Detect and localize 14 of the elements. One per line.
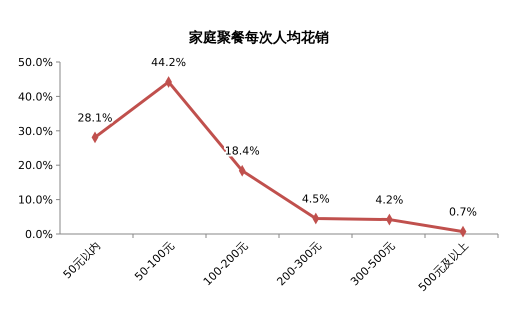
y-tick-label: 10.0% (18, 194, 53, 207)
y-tick-label: 40.0% (18, 90, 53, 104)
chart-title: 家庭聚餐每次人均花销 (188, 29, 329, 46)
y-tick-label: 30.0% (18, 124, 53, 138)
data-label: 44.2% (151, 56, 186, 69)
data-label: 28.1% (78, 111, 112, 124)
data-label: 4.5% (302, 192, 330, 206)
y-tick-label: 50.0% (18, 56, 53, 69)
y-tick-label: 0.0% (25, 228, 53, 241)
x-tick-label: 500元及以上 (416, 238, 472, 294)
y-tick-label: 20.0% (18, 159, 53, 172)
x-tick-label: 50元以内 (60, 238, 104, 282)
data-label: 0.7% (449, 206, 477, 219)
data-label: 4.2% (375, 194, 404, 207)
